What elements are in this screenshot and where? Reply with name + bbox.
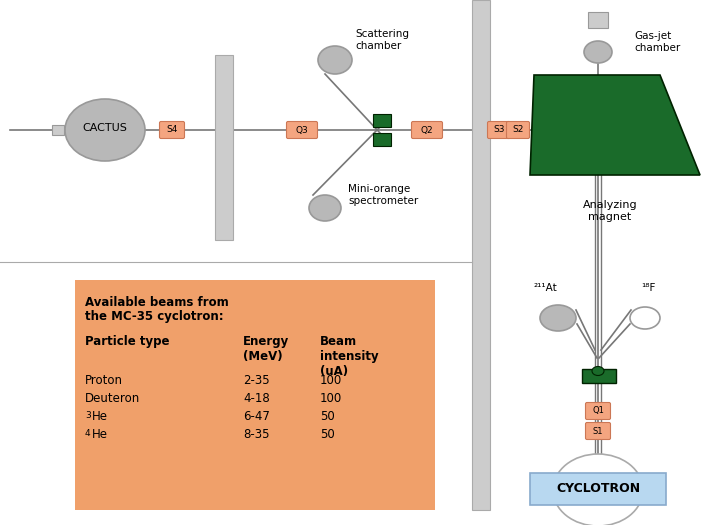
Text: Q2: Q2 xyxy=(421,125,433,134)
Text: Energy
(MeV): Energy (MeV) xyxy=(243,335,290,363)
FancyBboxPatch shape xyxy=(586,403,610,419)
Text: the MC-35 cyclotron:: the MC-35 cyclotron: xyxy=(85,310,224,323)
Ellipse shape xyxy=(65,99,145,161)
Text: 100: 100 xyxy=(320,392,342,404)
Bar xyxy=(588,12,608,28)
Ellipse shape xyxy=(592,366,604,375)
Text: Proton: Proton xyxy=(85,373,123,386)
Bar xyxy=(373,133,391,146)
Ellipse shape xyxy=(318,46,352,74)
Bar xyxy=(472,0,490,510)
Text: Deuteron: Deuteron xyxy=(85,392,140,404)
Bar xyxy=(52,125,64,135)
Text: 2-35: 2-35 xyxy=(243,373,270,386)
Text: 50: 50 xyxy=(320,427,335,440)
FancyBboxPatch shape xyxy=(287,121,317,139)
Bar xyxy=(530,473,666,505)
Ellipse shape xyxy=(630,307,660,329)
Ellipse shape xyxy=(540,305,576,331)
Text: ²¹¹At: ²¹¹At xyxy=(533,283,557,293)
FancyBboxPatch shape xyxy=(506,121,530,139)
FancyBboxPatch shape xyxy=(411,121,442,139)
Bar xyxy=(75,280,435,510)
Bar xyxy=(373,114,391,127)
Text: 6-47: 6-47 xyxy=(243,410,270,423)
Polygon shape xyxy=(530,75,700,175)
Text: Beam
intensity
(uA): Beam intensity (uA) xyxy=(320,335,379,378)
Text: Q3: Q3 xyxy=(296,125,309,134)
Text: S3: S3 xyxy=(493,125,505,134)
Text: 3: 3 xyxy=(85,412,91,421)
Text: Analyzing
magnet: Analyzing magnet xyxy=(583,200,637,222)
Ellipse shape xyxy=(584,41,612,63)
Text: 4-18: 4-18 xyxy=(243,392,270,404)
Text: Scattering
chamber: Scattering chamber xyxy=(355,29,409,51)
FancyBboxPatch shape xyxy=(159,121,185,139)
Bar xyxy=(215,55,233,240)
Text: 4: 4 xyxy=(85,429,91,438)
Text: 8-35: 8-35 xyxy=(243,427,270,440)
Bar xyxy=(582,369,616,383)
Ellipse shape xyxy=(553,454,643,525)
Text: S2: S2 xyxy=(513,125,524,134)
Text: 100: 100 xyxy=(320,373,342,386)
Text: He: He xyxy=(92,410,108,423)
Ellipse shape xyxy=(309,195,341,221)
Text: Mini-orange
spectrometer: Mini-orange spectrometer xyxy=(348,184,418,206)
Text: Particle type: Particle type xyxy=(85,335,169,348)
Text: ¹⁸F: ¹⁸F xyxy=(641,283,655,293)
Text: S1: S1 xyxy=(593,426,603,436)
Text: He: He xyxy=(92,427,108,440)
Text: Q1: Q1 xyxy=(592,406,604,415)
Text: CYCLOTRON: CYCLOTRON xyxy=(556,482,640,496)
Text: 50: 50 xyxy=(320,410,335,423)
Text: S4: S4 xyxy=(166,125,178,134)
Text: Gas-jet
chamber: Gas-jet chamber xyxy=(634,31,680,53)
FancyBboxPatch shape xyxy=(586,423,610,439)
Text: Available beams from: Available beams from xyxy=(85,296,229,309)
FancyBboxPatch shape xyxy=(488,121,510,139)
Text: CACTUS: CACTUS xyxy=(83,123,127,133)
